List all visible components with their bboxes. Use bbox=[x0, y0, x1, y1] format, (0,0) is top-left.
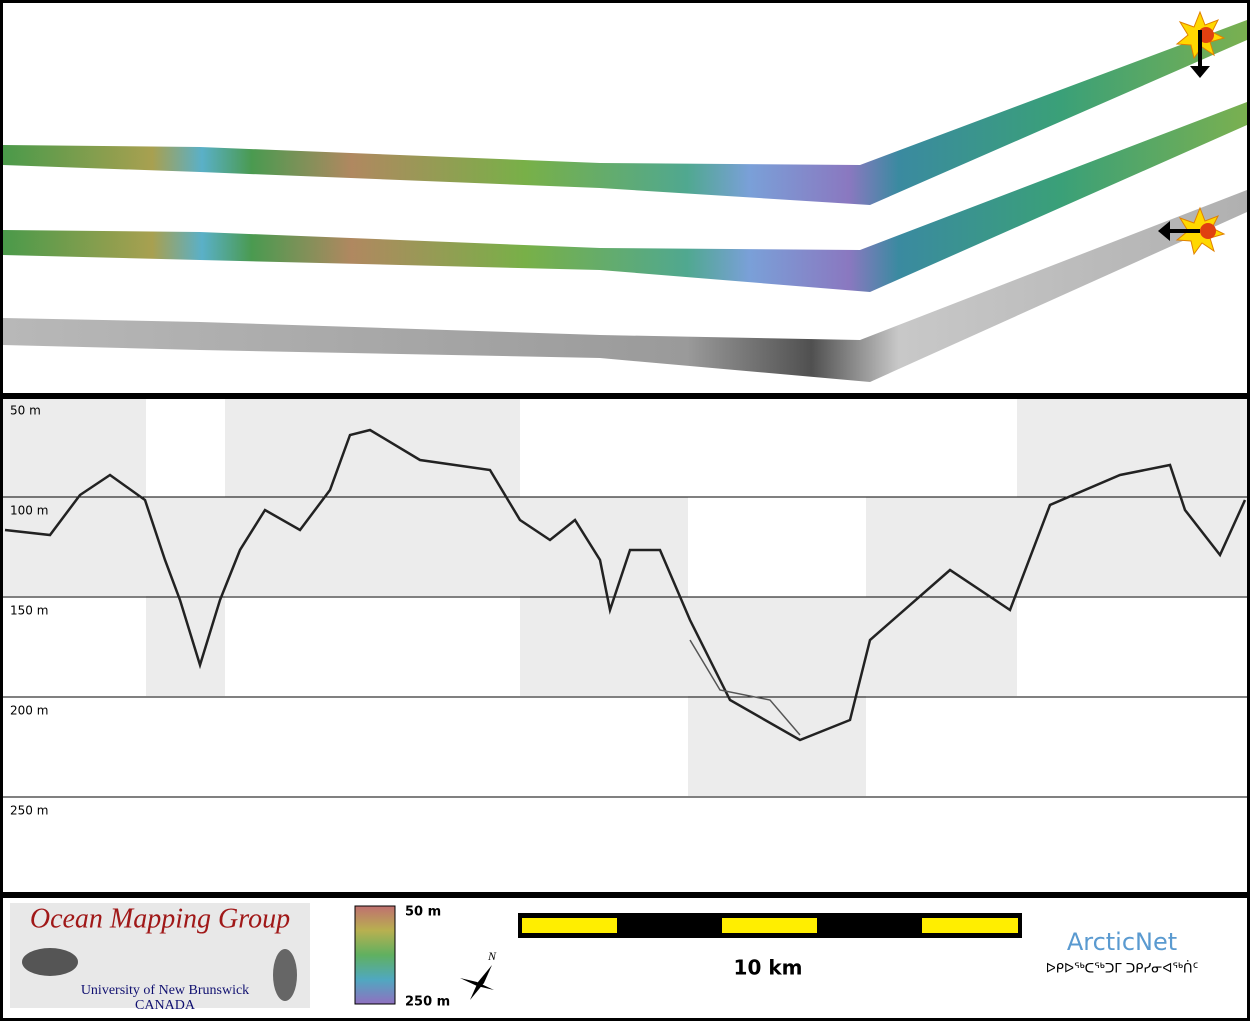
partner-syllabics: ᐅᑭᐅᖅᑕᖅᑐᒥ ᑐᑭᓯᓂᐊᖅᑏᑦ bbox=[1046, 960, 1198, 977]
sun-icon bbox=[1175, 10, 1226, 78]
depth-label: 250 m bbox=[10, 804, 48, 818]
logo-title: Ocean Mapping Group bbox=[30, 903, 290, 934]
logo-university: University of New Brunswick bbox=[81, 983, 249, 998]
colorbar-label: 50 m bbox=[405, 905, 441, 920]
scale-bar-segments bbox=[522, 918, 1018, 933]
logo-graphic bbox=[22, 948, 78, 976]
swath bbox=[3, 20, 1247, 205]
depth-label: 50 m bbox=[10, 404, 41, 418]
logo-graphic bbox=[273, 949, 297, 1001]
logo-country: CANADA bbox=[135, 998, 196, 1013]
compass-label: N bbox=[487, 949, 497, 963]
sun-icon bbox=[1158, 206, 1226, 256]
seabed-reflector bbox=[689, 639, 801, 736]
colorbar-label: 250 m bbox=[405, 995, 450, 1010]
depth-label: 100 m bbox=[10, 504, 48, 518]
compass: N bbox=[460, 949, 497, 1000]
scale-label: 10 km bbox=[734, 956, 803, 980]
depth-label: 150 m bbox=[10, 604, 48, 618]
swath bbox=[3, 190, 1247, 382]
partner-name: ArcticNet bbox=[1067, 928, 1177, 956]
seabed-profile bbox=[4, 428, 1247, 742]
depth-lines bbox=[3, 496, 1247, 798]
colorbar bbox=[354, 905, 396, 1005]
swath bbox=[3, 102, 1247, 292]
depth-label: 200 m bbox=[10, 704, 48, 718]
